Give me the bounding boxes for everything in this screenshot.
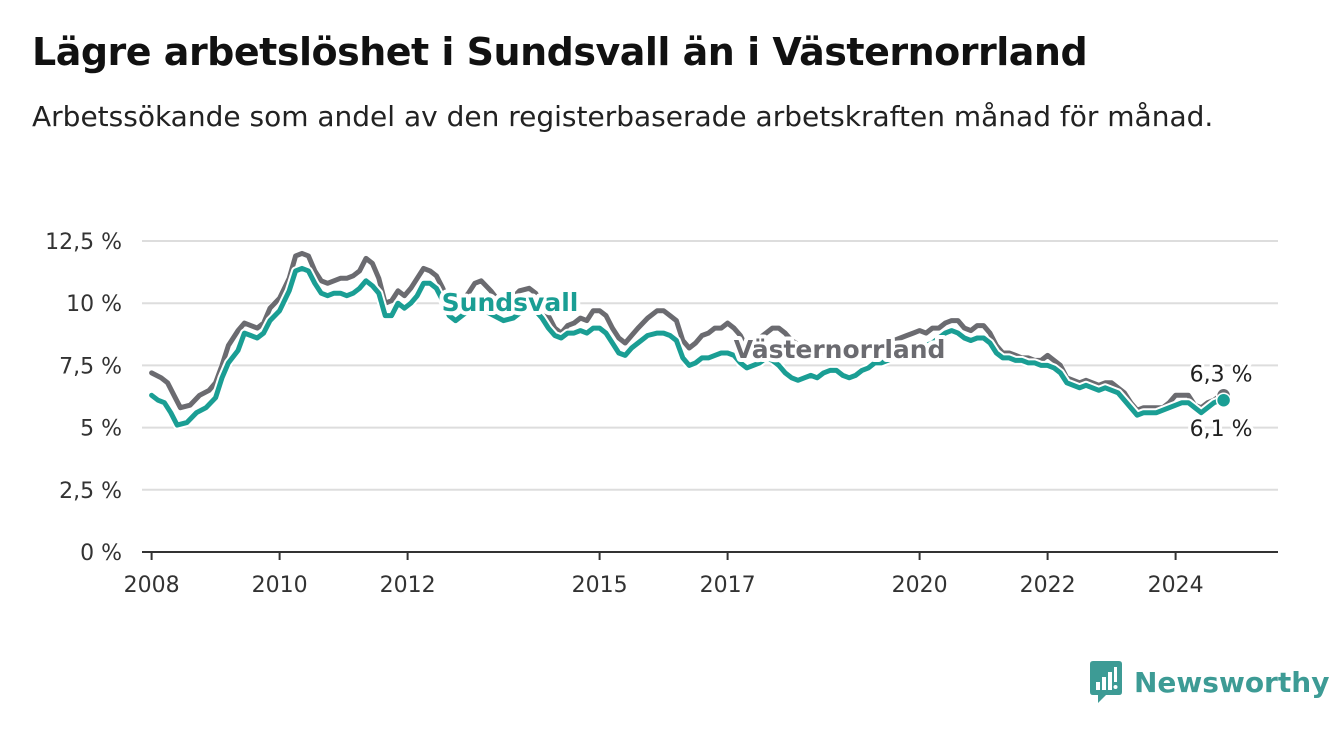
newsworthy-logo-icon [1090, 661, 1122, 703]
series-labels: Sundsvall Västernorrland 6,3 % 6,1 % [438, 284, 1256, 445]
chart-title: Lägre arbetslöshet i Sundsvall än i Väst… [32, 30, 1088, 74]
sundsvall-end-value: 6,1 % [1190, 417, 1253, 442]
y-tick-label: 2,5 % [59, 479, 122, 504]
x-tick-label: 2017 [700, 573, 756, 598]
y-tick-label: 7,5 % [59, 354, 122, 379]
brand-name: Newsworthy [1134, 665, 1330, 699]
x-tick-label: 2008 [124, 573, 180, 598]
vasternorrland-end-value: 6,3 % [1190, 362, 1253, 387]
series-end-point [1215, 392, 1232, 408]
y-tick-label: 12,5 % [45, 230, 122, 255]
series-name-label: Sundsvall [442, 288, 579, 317]
grid-lines [142, 240, 1278, 491]
series-name-label: Västernorrland [734, 335, 946, 364]
x-tick-label: 2024 [1148, 573, 1204, 598]
x-tick-label: 2010 [252, 573, 308, 598]
x-tick-label: 2020 [892, 573, 948, 598]
axes: 0 % 2,5 % 5 % 7,5 % 10 % 12,5 % 2008 2010 2012 20… [45, 230, 1278, 598]
series-lines [147, 250, 1232, 430]
y-tick-label: 0 % [80, 541, 122, 566]
x-tick-label: 2022 [1020, 573, 1076, 598]
x-tick-label: 2012 [380, 573, 436, 598]
chart-subtitle: Arbetssökande som andel av den registerb… [32, 100, 1214, 133]
series-line [149, 265, 1227, 428]
x-tick-label: 2015 [572, 573, 628, 598]
newsworthy-brand[interactable]: Newsworthy [1088, 660, 1329, 704]
y-tick-label: 5 % [80, 417, 122, 442]
y-tick-label: 10 % [66, 292, 122, 317]
